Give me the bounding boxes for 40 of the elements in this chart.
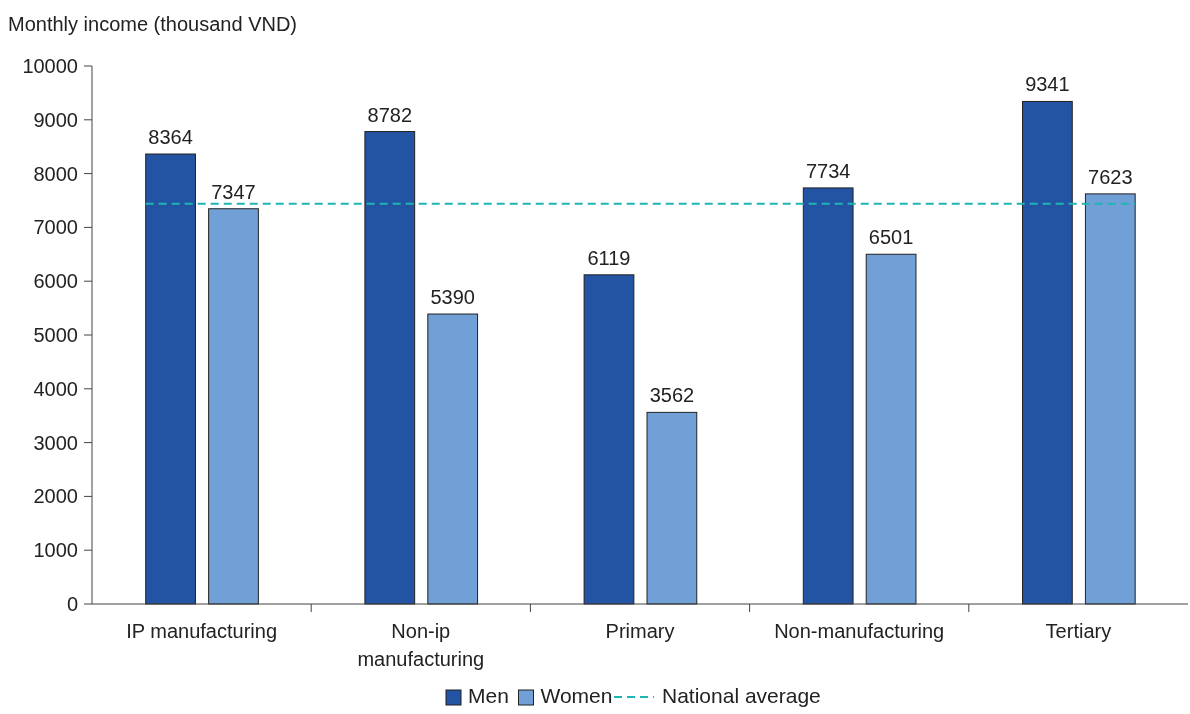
bar — [865, 253, 917, 605]
y-tick-label: 3000 — [33, 431, 78, 454]
y-tick-label: 0 — [66, 593, 78, 615]
data-label: 6119 — [587, 246, 631, 269]
bar — [1084, 193, 1136, 605]
data-label: 5390 — [430, 286, 475, 309]
y-tick-label: 10000 — [22, 55, 78, 77]
x-tick-label: Primary — [605, 620, 675, 642]
x-tick-label: Non-ip manufacturing — [357, 620, 485, 670]
bar — [145, 153, 196, 605]
y-tick-label: 9000 — [33, 108, 78, 131]
data-label: 7734 — [805, 159, 851, 182]
y-tick-label: 4000 — [33, 377, 78, 400]
data-label: 7347 — [211, 180, 256, 203]
x-tick-label: IP manufacturing — [126, 620, 278, 642]
bar — [646, 411, 698, 605]
data-label: 8782 — [367, 103, 413, 126]
legend-label: Men — [468, 684, 509, 707]
y-tick-label: 7000 — [33, 216, 78, 239]
x-tick-label: Tertiary — [1045, 620, 1112, 642]
data-label: 9341 — [1025, 73, 1070, 96]
legend-label: Women — [540, 684, 613, 707]
bar — [1022, 100, 1073, 605]
y-axis-title: Monthly income (thousand VND) — [8, 13, 298, 35]
data-label: 8364 — [148, 126, 193, 149]
data-label: 7623 — [1088, 165, 1133, 188]
x-tick-label: Non-manufacturing — [774, 620, 945, 642]
y-tick-label: 5000 — [33, 324, 78, 346]
bar — [802, 187, 854, 605]
y-tick-label: 2000 — [33, 485, 78, 508]
bar — [364, 131, 416, 605]
y-tick-label: 6000 — [33, 270, 78, 293]
y-tick-label: 1000 — [33, 539, 78, 562]
bar — [583, 274, 635, 605]
bar — [427, 313, 479, 605]
data-label: 3562 — [649, 384, 695, 407]
y-tick-label: 8000 — [33, 162, 78, 185]
data-label: 6501 — [868, 226, 914, 249]
legend-label: National average — [662, 684, 821, 707]
bar — [208, 208, 259, 605]
